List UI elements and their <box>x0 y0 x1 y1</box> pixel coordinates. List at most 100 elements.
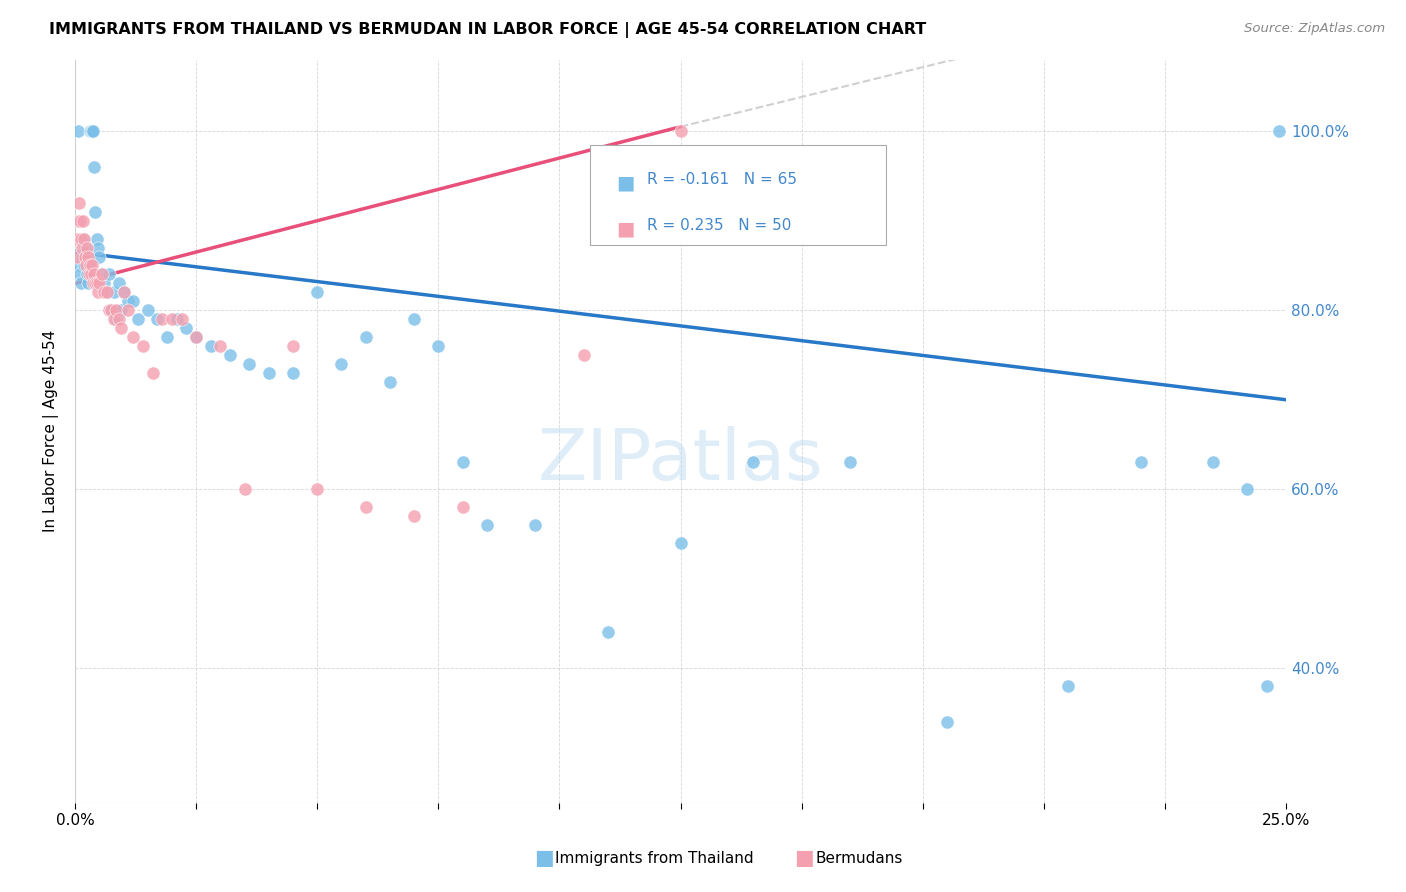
Point <box>77 259 100 273</box>
Point <box>100 303 122 318</box>
Point <box>451 455 474 469</box>
Point <box>100 303 122 318</box>
Point <box>572 348 595 362</box>
Point <box>72 232 94 246</box>
Text: Bermudans: Bermudans <box>815 851 903 865</box>
Point <box>66 213 89 227</box>
Point <box>83 160 105 174</box>
Point <box>233 482 256 496</box>
Point <box>117 303 139 318</box>
Point <box>80 124 103 138</box>
Point <box>1236 482 1258 496</box>
Point <box>669 536 692 550</box>
Point <box>73 241 96 255</box>
Point <box>72 213 94 227</box>
Point <box>1267 124 1289 138</box>
Point <box>451 500 474 515</box>
Point <box>935 714 957 729</box>
Point <box>132 339 155 353</box>
Point <box>79 268 101 282</box>
Point <box>75 259 97 273</box>
Point <box>98 303 121 318</box>
Point <box>1202 455 1225 469</box>
Point <box>66 250 89 264</box>
Text: ■: ■ <box>794 848 814 868</box>
Point <box>524 518 547 533</box>
Point <box>84 204 107 219</box>
Point <box>82 124 104 138</box>
Point <box>76 250 98 264</box>
Point <box>117 294 139 309</box>
Point <box>67 259 90 273</box>
Point <box>839 455 862 469</box>
Point <box>475 518 498 533</box>
Point <box>257 366 280 380</box>
Point <box>103 285 125 300</box>
Point <box>110 321 132 335</box>
Point <box>596 625 619 640</box>
Point <box>1256 679 1278 693</box>
Y-axis label: In Labor Force | Age 45-54: In Labor Force | Age 45-54 <box>44 330 59 533</box>
FancyBboxPatch shape <box>589 145 886 245</box>
Point <box>112 285 135 300</box>
Point <box>89 250 111 264</box>
Point <box>70 232 93 246</box>
Text: ■: ■ <box>616 219 634 238</box>
Point <box>122 330 145 344</box>
Point <box>156 330 179 344</box>
Point <box>281 366 304 380</box>
Point <box>87 285 110 300</box>
Point <box>307 285 329 300</box>
Point <box>90 268 112 282</box>
Point <box>166 312 188 326</box>
Point <box>105 303 128 318</box>
Point <box>67 195 90 210</box>
Point <box>146 312 169 326</box>
Point <box>160 312 183 326</box>
Point <box>66 124 89 138</box>
Point <box>79 124 101 138</box>
Point <box>77 268 100 282</box>
Point <box>307 482 329 496</box>
Point <box>96 285 118 300</box>
Point <box>150 312 173 326</box>
Point <box>98 268 121 282</box>
Point <box>110 303 132 318</box>
Point <box>69 268 91 282</box>
Point <box>76 268 98 282</box>
Point <box>404 509 426 524</box>
Point <box>354 330 377 344</box>
Point <box>89 277 111 291</box>
Point <box>87 241 110 255</box>
Point <box>82 277 104 291</box>
Point <box>73 259 96 273</box>
Point <box>65 232 87 246</box>
Point <box>142 366 165 380</box>
Text: ■: ■ <box>534 848 554 868</box>
Point <box>107 277 129 291</box>
Point <box>170 312 193 326</box>
Point <box>70 241 93 255</box>
Point <box>84 277 107 291</box>
Point <box>86 277 108 291</box>
Point <box>96 285 118 300</box>
Point <box>73 250 96 264</box>
Point <box>200 339 222 353</box>
Point <box>75 250 97 264</box>
Point <box>378 375 401 389</box>
Point <box>76 241 98 255</box>
Point <box>238 357 260 371</box>
Point <box>186 330 208 344</box>
Point <box>1129 455 1152 469</box>
Text: ■: ■ <box>616 173 634 193</box>
Point <box>209 339 232 353</box>
Text: IMMIGRANTS FROM THAILAND VS BERMUDAN IN LABOR FORCE | AGE 45-54 CORRELATION CHAR: IMMIGRANTS FROM THAILAND VS BERMUDAN IN … <box>49 22 927 38</box>
Text: R = -0.161   N = 65: R = -0.161 N = 65 <box>647 172 797 186</box>
Point <box>1057 679 1080 693</box>
Point <box>127 312 149 326</box>
Point <box>105 312 128 326</box>
Point <box>354 500 377 515</box>
Point <box>136 303 159 318</box>
Point <box>79 124 101 138</box>
Point <box>330 357 353 371</box>
